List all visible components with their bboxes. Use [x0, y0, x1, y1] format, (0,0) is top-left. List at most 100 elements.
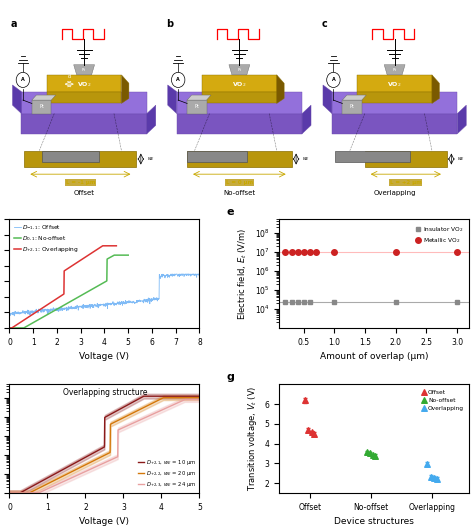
- Polygon shape: [357, 75, 432, 92]
- Polygon shape: [47, 75, 121, 92]
- $D_{+2,1}$, $w_E$ = 10 μm: [134, 397, 139, 403]
- Legend: Offset, No-offset, Overlapping: Offset, No-offset, Overlapping: [419, 387, 466, 413]
- Insulator VO$_2$: [332, 299, 337, 306]
- X-axis label: Amount of overlap (μm): Amount of overlap (μm): [320, 352, 428, 361]
- Metallic VO$_2$: [295, 249, 301, 255]
- $D_{+2,1}$: Overlapping: (3.93, 0.02): Overlapping: (3.93, 0.02): [100, 243, 106, 249]
- Polygon shape: [323, 85, 332, 113]
- Text: A: A: [331, 77, 335, 82]
- $D_{+2,2}$, $w_E$ = 20 μm: [197, 394, 202, 401]
- Polygon shape: [357, 92, 432, 103]
- Insulator VO$_2$: [393, 299, 399, 306]
- Metallic VO$_2$: [454, 249, 460, 255]
- $D_{+2,2}$, $w_E$ = 20 μm: [40, 483, 46, 489]
- Polygon shape: [47, 92, 121, 103]
- Text: c: c: [321, 19, 327, 29]
- Polygon shape: [202, 75, 277, 92]
- Text: a: a: [11, 19, 18, 29]
- Polygon shape: [168, 85, 177, 113]
- Metallic VO$_2$: [283, 249, 288, 255]
- Y-axis label: Electric field, $E_t$ (V/m): Electric field, $E_t$ (V/m): [237, 228, 249, 320]
- Polygon shape: [365, 151, 447, 167]
- Text: VO$_2$: VO$_2$: [387, 80, 402, 89]
- Metallic VO$_2$: [301, 249, 307, 255]
- $D_{+2,2}$, $w_E$ = 20 μm: [7, 490, 12, 496]
- Legend: Insulator VO$_2$, Metallic VO$_2$: Insulator VO$_2$, Metallic VO$_2$: [412, 223, 466, 248]
- Circle shape: [172, 72, 185, 87]
- $D_{-1,1}$: Offset: (8, 0.0003): Offset: (8, 0.0003): [197, 271, 202, 277]
- Line: Insulator VO$_2$: Insulator VO$_2$: [283, 300, 459, 305]
- Line: $D_{0,1}$: No-offset: $D_{0,1}$: No-offset: [9, 255, 128, 328]
- Polygon shape: [12, 85, 21, 113]
- Polygon shape: [187, 100, 207, 113]
- $D_{0,1}$: No-offset: (1.63, 7.85e-07): No-offset: (1.63, 7.85e-07): [46, 311, 51, 317]
- $D_{+2,1}$, $w_E$ = 10 μm: [7, 490, 12, 496]
- X-axis label: Device structures: Device structures: [334, 517, 414, 526]
- Metallic VO$_2$: [393, 249, 399, 255]
- Polygon shape: [32, 95, 56, 100]
- Text: A: A: [21, 77, 25, 82]
- X-axis label: Voltage (V): Voltage (V): [80, 517, 129, 526]
- Text: $w_E$: $w_E$: [302, 155, 310, 163]
- Text: Pt: Pt: [39, 104, 44, 109]
- Overlapping: [434, 474, 441, 483]
- Legend: $D_{+2,1}$, $w_E$ = 10 μm, $D_{+2,2}$, $w_E$ = 20 μm, $D_{+2,3}$, $w_E$ = 24 μm: $D_{+2,1}$, $w_E$ = 10 μm, $D_{+2,2}$, $…: [137, 458, 197, 490]
- $D_{+2,1}$, $w_E$ = 10 μm: [55, 469, 61, 475]
- Polygon shape: [24, 151, 137, 167]
- Line: Metallic VO$_2$: Metallic VO$_2$: [283, 249, 460, 254]
- $D_{+2,2}$, $w_E$ = 20 μm: [161, 394, 166, 401]
- $D_{-1,1}$: Offset: (4.87, 4.82e-06): Offset: (4.87, 4.82e-06): [122, 299, 128, 305]
- Line: $D_{+2,3}$, $w_E$ = 24 μm: $D_{+2,3}$, $w_E$ = 24 μm: [9, 400, 200, 493]
- $D_{+2,3}$, $w_E$ = 24 μm: [93, 464, 99, 470]
- Insulator VO$_2$: [295, 299, 301, 306]
- $D_{+2,2}$, $w_E$ = 20 μm: [134, 408, 139, 414]
- Polygon shape: [42, 151, 99, 162]
- Text: L = +2 μm: L = +2 μm: [390, 180, 422, 185]
- $D_{+2,1}$, $w_E$ = 10 μm: [141, 393, 147, 400]
- $D_{-1,1}$: Offset: (6.08, 9.4e-06): Offset: (6.08, 9.4e-06): [151, 294, 157, 301]
- Polygon shape: [384, 65, 405, 75]
- $D_{0,1}$: No-offset: (3.64, 4.31e-05): No-offset: (3.64, 4.31e-05): [93, 284, 99, 290]
- Text: Pt: Pt: [194, 104, 199, 109]
- $D_{+2,1}$: Overlapping: (4.5, 0.02): Overlapping: (4.5, 0.02): [113, 243, 119, 249]
- Polygon shape: [73, 65, 95, 75]
- $D_{+2,1}$, $w_E$ = 10 μm: [197, 393, 202, 400]
- Polygon shape: [147, 105, 156, 134]
- Circle shape: [327, 72, 340, 87]
- Insulator VO$_2$: [454, 299, 460, 306]
- Polygon shape: [177, 113, 302, 134]
- $D_{+2,1}$: Overlapping: (2.83, 0.00162): Overlapping: (2.83, 0.00162): [74, 260, 80, 266]
- $D_{+2,3}$, $w_E$ = 24 μm: [55, 481, 61, 487]
- Overlapping: [423, 460, 431, 469]
- Polygon shape: [187, 95, 211, 100]
- Polygon shape: [342, 95, 366, 100]
- $D_{+2,1}$, $w_E$ = 10 μm: [93, 448, 99, 455]
- Polygon shape: [335, 151, 410, 162]
- $D_{+2,1}$: Overlapping: (1.78, 4.85e-06): Overlapping: (1.78, 4.85e-06): [49, 299, 55, 305]
- $D_{+2,2}$, $w_E$ = 20 μm: [55, 475, 61, 482]
- $D_{+2,2}$, $w_E$ = 20 μm: [93, 457, 99, 463]
- No-offset: [363, 448, 371, 457]
- Line: $D_{+2,2}$, $w_E$ = 20 μm: $D_{+2,2}$, $w_E$ = 20 μm: [9, 398, 200, 493]
- $D_{+2,1}$, $w_E$ = 10 μm: [40, 477, 46, 483]
- Text: Pt: Pt: [350, 104, 355, 109]
- $D_{+2,1}$: Overlapping: (3.27, 0.00445): Overlapping: (3.27, 0.00445): [84, 253, 90, 259]
- $D_{+2,1}$: Overlapping: (0.546, 2.81e-07): Overlapping: (0.546, 2.81e-07): [19, 318, 25, 324]
- $D_{+2,3}$, $w_E$ = 24 μm: [118, 425, 124, 431]
- Polygon shape: [202, 92, 277, 103]
- $D_{+2,3}$, $w_E$ = 24 μm: [7, 490, 12, 496]
- Text: A: A: [176, 77, 180, 82]
- $D_{0,1}$: No-offset: (5, 0.005): No-offset: (5, 0.005): [126, 252, 131, 258]
- Polygon shape: [177, 92, 302, 113]
- Text: Overlapping structure: Overlapping structure: [63, 387, 147, 396]
- $D_{+2,2}$, $w_E$ = 20 μm: [118, 416, 124, 422]
- $D_{-1,1}$: Offset: (6.8, 0.0003): Offset: (6.8, 0.0003): [168, 271, 174, 277]
- $D_{0,1}$: No-offset: (3.61, 4.1e-05): No-offset: (3.61, 4.1e-05): [92, 284, 98, 290]
- Metallic VO$_2$: [313, 249, 319, 255]
- Polygon shape: [187, 151, 247, 162]
- Text: $w_E$: $w_E$: [457, 155, 465, 163]
- X-axis label: Voltage (V): Voltage (V): [80, 352, 129, 361]
- Text: Pt: Pt: [237, 68, 241, 72]
- Polygon shape: [121, 75, 129, 103]
- $D_{+2,3}$, $w_E$ = 24 μm: [40, 488, 46, 494]
